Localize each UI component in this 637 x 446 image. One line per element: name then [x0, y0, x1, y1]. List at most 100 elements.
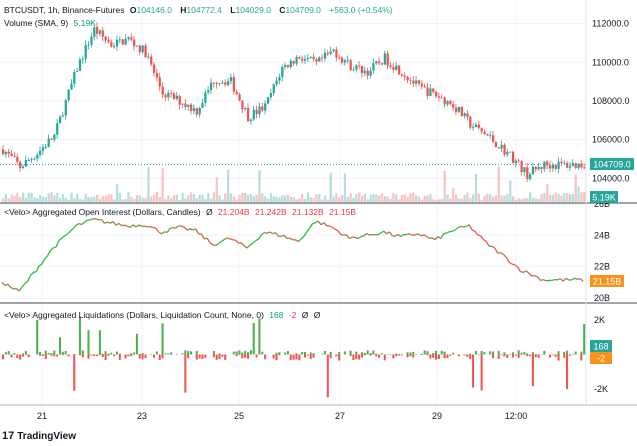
candle-body: [534, 166, 537, 170]
candle-body: [90, 36, 93, 45]
volume-bar: [73, 197, 76, 202]
candle-body: [338, 57, 341, 59]
candle-body: [457, 107, 461, 112]
liq-long-bar: [563, 351, 566, 355]
candle-body: [130, 37, 133, 40]
volume-legend[interactable]: Volume (SMA, 9) 5.19K: [4, 18, 99, 28]
liq-short-bar: [41, 354, 44, 356]
liq-short-bar: [289, 354, 292, 361]
oi-legend[interactable]: <Velo> Aggregated Open Interest (Dollars…: [4, 207, 359, 217]
volume-bar: [403, 194, 406, 202]
liq-long-bar: [526, 353, 529, 355]
tradingview-logo[interactable]: 17 TradingView: [2, 430, 76, 442]
liq-long-bar: [275, 352, 278, 355]
volume-bar: [489, 194, 492, 202]
oi-segment: [144, 225, 148, 228]
liq-long-bar: [489, 351, 492, 355]
oi-segment: [64, 233, 68, 237]
oi-segment: [477, 234, 481, 237]
candle-body: [326, 52, 330, 54]
liq-long-bar: [36, 319, 39, 355]
candle-body: [93, 27, 96, 37]
volume-bar: [13, 195, 16, 202]
liq-short-bar: [534, 354, 537, 358]
open-label: O104146.0: [129, 5, 172, 15]
candle-body: [298, 57, 301, 59]
liq-short-bar: [144, 354, 147, 359]
liq-long-bar: [278, 352, 281, 355]
liq-short-bar: [19, 354, 22, 360]
candle-body: [258, 106, 261, 115]
liq-long-bar: [47, 353, 50, 355]
oi-segment: [392, 235, 396, 237]
price-legend[interactable]: BTCUSDT, 1h, Binance-Futures O104146.0 H…: [4, 5, 396, 15]
volume-bar: [61, 194, 65, 202]
liq-short-bar: [446, 354, 449, 358]
oi-segment: [240, 242, 245, 247]
oi-segment: [377, 232, 382, 236]
volume-bar: [457, 198, 461, 202]
volume-bar: [355, 193, 358, 202]
volume-bar: [227, 169, 230, 202]
volume-bar: [563, 192, 566, 202]
volume-bar: [10, 194, 13, 202]
volume-bar: [164, 199, 167, 202]
oi-segment: [67, 230, 71, 235]
oi-segment: [443, 232, 447, 235]
oi-segment: [164, 231, 168, 233]
candle-body: [190, 104, 193, 112]
volume-bar: [423, 195, 426, 202]
oi-segment: [295, 239, 299, 243]
candle-body: [466, 113, 469, 117]
liq-short-bar: [104, 354, 107, 361]
volume-bar: [41, 196, 45, 202]
volume-bar: [244, 192, 247, 202]
oi-segment: [557, 278, 561, 281]
candle-body: [144, 45, 147, 58]
oi-segment: [269, 231, 273, 235]
liq-short-bar: [10, 354, 13, 358]
candle-body: [33, 158, 36, 160]
volume-bar: [170, 197, 173, 202]
liq-legend[interactable]: <Velo> Aggregated Liquidations (Dollars,…: [4, 310, 323, 320]
candle-body: [318, 57, 321, 62]
liq-long-bar: [39, 352, 42, 355]
volume-bar: [483, 196, 486, 202]
candle-body: [138, 45, 141, 53]
oi-segment: [505, 256, 510, 263]
oi-segment: [303, 231, 308, 237]
liq-short-bar: [278, 354, 281, 356]
candle-body: [554, 164, 557, 169]
volume-bar: [252, 196, 255, 202]
volume-bar: [187, 195, 190, 202]
liq-short-bar: [244, 354, 247, 358]
liq-short-bar: [551, 354, 554, 356]
liq-v4: Ø: [313, 310, 321, 320]
oi-segment: [289, 237, 293, 241]
liq-short-bar: [204, 354, 207, 358]
volume-bar: [232, 196, 235, 202]
liq-tick-label: 2K: [594, 315, 605, 325]
liq-long-bar: [363, 352, 366, 355]
oi-segment: [30, 272, 34, 276]
oi-segment: [283, 234, 288, 239]
oi-segment: [451, 229, 456, 232]
liq-long-bar: [115, 351, 118, 355]
oi-segment: [528, 272, 533, 277]
oi-segment: [511, 263, 515, 266]
oi-segment: [132, 224, 137, 228]
oi-segment: [13, 287, 17, 290]
volume-bar: [509, 180, 512, 202]
oi-segment: [135, 224, 140, 228]
oi-segment: [55, 240, 60, 248]
candle-body: [2, 149, 5, 155]
oi-v3: 21.132B: [292, 207, 324, 217]
liq-long-bar: [187, 350, 190, 355]
liq-long-bar: [246, 352, 250, 355]
oi-segment: [323, 222, 328, 227]
oi-segment: [571, 277, 575, 281]
candle-body: [563, 162, 566, 164]
liq-short-bar: [127, 354, 130, 357]
liq-long-bar: [101, 353, 104, 355]
